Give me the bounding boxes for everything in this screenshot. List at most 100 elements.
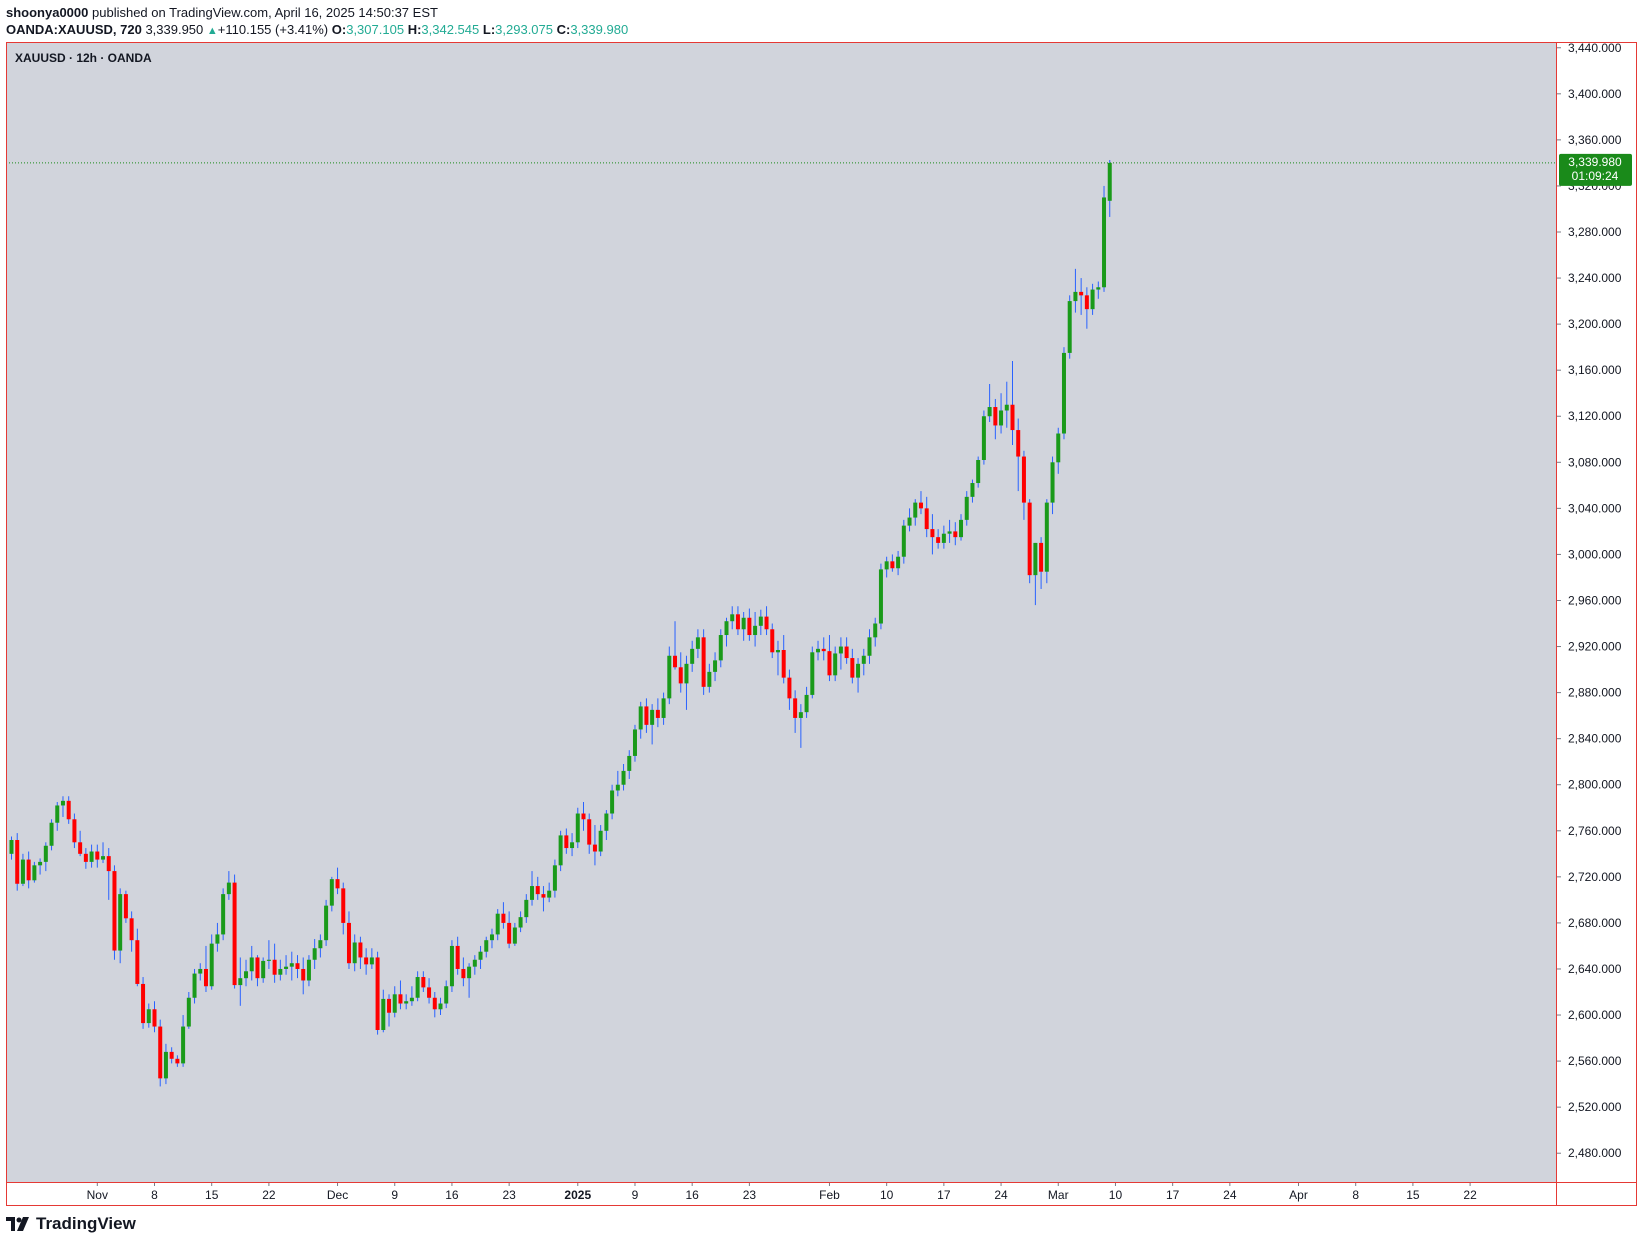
candle-body — [26, 859, 31, 881]
candle-body — [587, 819, 592, 845]
candle-down — [787, 669, 792, 710]
ohlc-legend: OANDA:XAUUSD, 720 3,339.950 ▲+110.155 (+… — [6, 22, 628, 37]
publish-info: published on TradingView.com, April 16, … — [92, 5, 438, 20]
y-tick-label: 2,480.000 — [1568, 1146, 1622, 1160]
candle-down — [295, 955, 300, 979]
candle-body — [129, 918, 134, 941]
candle-up — [318, 934, 323, 958]
candle-body — [867, 637, 872, 656]
candle-body — [392, 994, 397, 1013]
candle-body — [146, 1009, 151, 1024]
candle-body — [181, 1026, 186, 1064]
candle-down — [850, 648, 855, 684]
candle-body — [1084, 295, 1089, 310]
candle-body — [112, 871, 117, 951]
candle-body — [987, 407, 992, 417]
candle-up — [1102, 185, 1107, 292]
candle-up — [449, 940, 454, 992]
candle-body — [415, 977, 420, 998]
candle-body — [632, 729, 637, 756]
y-tick-label: 3,120.000 — [1568, 409, 1622, 423]
candle-body — [123, 894, 128, 919]
low-label: L: — [482, 22, 496, 37]
candle-up — [775, 640, 780, 676]
candle-body — [730, 614, 735, 622]
candle-body — [770, 629, 775, 653]
candle-body — [255, 957, 260, 979]
candle-up — [181, 1015, 186, 1067]
candle-down — [358, 936, 363, 969]
candle-body — [438, 1003, 443, 1010]
candle-down — [1027, 499, 1032, 584]
candle-body — [970, 483, 975, 497]
candle-body — [306, 959, 311, 981]
candle-body — [209, 943, 214, 987]
candle-body — [141, 983, 146, 1024]
candle-body — [175, 1058, 180, 1064]
candle-up — [392, 986, 397, 1018]
candle-body — [249, 957, 254, 972]
candle-body — [827, 651, 832, 676]
x-tick-label: 8 — [151, 1188, 158, 1202]
candle-body — [60, 800, 65, 806]
candle-body — [381, 998, 386, 1030]
candle-up — [907, 508, 912, 532]
candle-up — [718, 629, 723, 668]
candle-up — [438, 997, 443, 1016]
candle-up — [215, 922, 220, 952]
candle-up — [472, 955, 477, 975]
candle-body — [20, 859, 25, 884]
x-tick-label: 23 — [743, 1188, 757, 1202]
author-name[interactable]: shoonya0000 — [6, 5, 89, 20]
price-axis[interactable]: 3,440.0003,400.0003,360.0003,320.0003,28… — [1556, 42, 1622, 1160]
candle-down — [158, 1019, 163, 1087]
time-axis-background[interactable] — [6, 1182, 1637, 1206]
candle-body — [55, 805, 60, 823]
candle-down — [72, 813, 77, 849]
candle-down — [564, 828, 569, 854]
price-axis-background[interactable] — [1556, 42, 1637, 1183]
x-tick-label: 9 — [391, 1188, 398, 1202]
candle-body — [878, 569, 883, 624]
candle-body — [615, 784, 620, 791]
candle-up — [524, 894, 529, 923]
candle-up — [621, 764, 626, 791]
last-price-tag: 3,339.980 01:09:24 — [1559, 153, 1632, 186]
candle-up — [9, 836, 14, 860]
candle-body — [32, 865, 37, 881]
close-value: 3,339.980 — [570, 22, 629, 37]
x-tick-label: 22 — [262, 1188, 276, 1202]
candle-up — [89, 844, 94, 868]
candle-body — [1016, 430, 1021, 457]
candle-body — [621, 770, 626, 785]
candle-body — [981, 416, 986, 460]
candle-body — [844, 646, 849, 659]
candle-down — [890, 554, 895, 572]
tradingview-logo[interactable]: TradingView — [6, 1214, 136, 1234]
candle-body — [364, 957, 369, 965]
chart-area[interactable]: 3,440.0003,400.0003,360.0003,320.0003,28… — [6, 42, 1638, 1206]
candle-down — [232, 874, 237, 989]
candle-body — [398, 994, 403, 1004]
candle-body — [38, 861, 43, 866]
time-axis[interactable]: Nov 8 15 22 Dec 9 16 23 2025 9 16 23 Feb 10 17 24 Mar 10 1… — [87, 1182, 1477, 1202]
candle-body — [163, 1051, 168, 1079]
candle-down — [83, 848, 88, 869]
candle-body — [284, 966, 289, 969]
candle-down — [335, 867, 340, 895]
x-tick-label: Mar — [1048, 1188, 1069, 1202]
candle-down — [375, 951, 380, 1035]
candle-body — [89, 851, 94, 862]
candle-down — [123, 890, 128, 923]
candle-body — [976, 460, 981, 484]
candle-up — [118, 888, 123, 964]
candle-body — [449, 945, 454, 987]
candle-body — [884, 561, 889, 570]
candle-body — [993, 407, 998, 426]
candle-up — [238, 957, 243, 1006]
y-tick-label: 3,400.000 — [1568, 87, 1622, 101]
candle-up — [947, 519, 952, 543]
candle-up — [484, 936, 489, 958]
candle-up — [1073, 268, 1078, 313]
x-tick-label: 17 — [1166, 1188, 1180, 1202]
